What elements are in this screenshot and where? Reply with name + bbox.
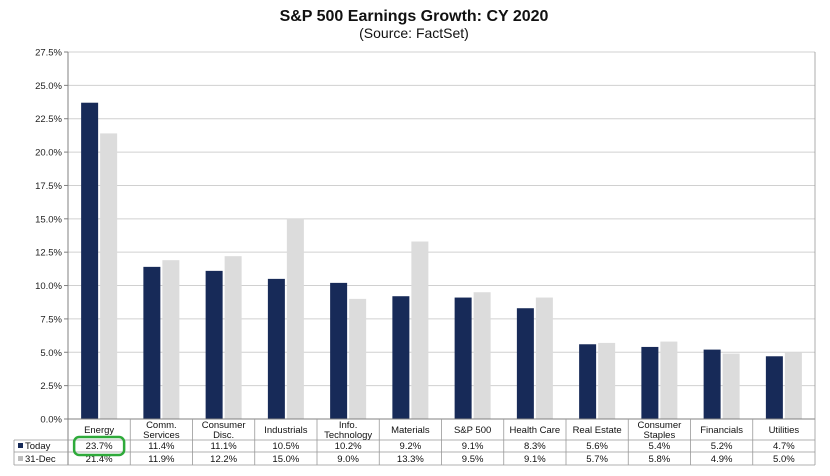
x-tick-label: Industrials xyxy=(264,425,308,436)
x-tick-label: Health Care xyxy=(510,425,561,436)
y-tick-label: 20.0% xyxy=(35,148,62,159)
highlight-box xyxy=(72,435,126,457)
y-tick-label: 7.5% xyxy=(40,314,62,325)
legend-entry: Today xyxy=(25,441,51,452)
data-label: 5.7% xyxy=(586,454,608,465)
bar-dec31 xyxy=(162,260,180,419)
chart-subtitle: (Source: FactSet) xyxy=(359,25,469,41)
bar-today xyxy=(579,344,597,419)
bar-today xyxy=(205,270,223,419)
x-tick-label: Real Estate xyxy=(573,425,622,436)
y-tick-label: 15.0% xyxy=(35,214,62,225)
data-label: 9.2% xyxy=(400,441,422,452)
x-tick-label: Energy xyxy=(84,425,114,436)
bar-dec31 xyxy=(722,353,740,419)
x-tick-label: S&P 500 xyxy=(454,425,491,436)
y-tick-label: 10.0% xyxy=(35,281,62,292)
data-label: 4.7% xyxy=(773,441,795,452)
bar-today xyxy=(454,297,472,419)
data-label: 10.2% xyxy=(335,441,362,452)
data-label: 5.0% xyxy=(773,454,795,465)
bar-dec31 xyxy=(100,133,118,419)
y-tick-label: 27.5% xyxy=(35,48,62,59)
data-label: 12.2% xyxy=(210,454,237,465)
bar-today xyxy=(516,308,534,419)
bar-dec31 xyxy=(784,352,802,419)
data-label: 5.6% xyxy=(586,441,608,452)
y-tick-label: 22.5% xyxy=(35,114,62,125)
data-label: 5.4% xyxy=(649,441,671,452)
bar-dec31 xyxy=(473,292,491,419)
bar-today xyxy=(330,282,348,419)
bar-today xyxy=(641,346,659,419)
data-label: 5.8% xyxy=(649,454,671,465)
data-label: 13.3% xyxy=(397,454,424,465)
x-tick-label: Materials xyxy=(391,425,430,436)
y-tick-label: 0.0% xyxy=(40,415,62,426)
x-tick-label: Utilities xyxy=(769,425,800,436)
bar-today xyxy=(143,266,161,419)
data-label: 5.2% xyxy=(711,441,733,452)
x-tick-label: Financials xyxy=(700,425,743,436)
data-label: 9.1% xyxy=(524,454,546,465)
data-label: 15.0% xyxy=(272,454,299,465)
x-tick-label: Consumer Staples xyxy=(637,420,681,441)
data-label: 9.1% xyxy=(462,441,484,452)
bar-today xyxy=(267,278,285,419)
x-tick-label: Info. Technology xyxy=(324,420,372,441)
data-label: 4.9% xyxy=(711,454,733,465)
bar-today xyxy=(765,356,783,419)
y-tick-label: 12.5% xyxy=(35,248,62,259)
data-label: 9.0% xyxy=(337,454,359,465)
data-label: 10.5% xyxy=(272,441,299,452)
data-label: 21.4% xyxy=(86,454,113,465)
legend-entry: 31-Dec xyxy=(25,454,56,465)
data-label: 8.3% xyxy=(524,441,546,452)
y-tick-label: 2.5% xyxy=(40,381,62,392)
data-label: 23.7% xyxy=(86,441,113,452)
data-label: 9.5% xyxy=(462,454,484,465)
x-tick-label: Consumer Disc. xyxy=(202,420,246,441)
bar-dec31 xyxy=(286,218,304,419)
bar-dec31 xyxy=(349,298,367,419)
y-tick-label: 25.0% xyxy=(35,81,62,92)
data-label: 11.9% xyxy=(148,454,175,465)
bar-dec31 xyxy=(598,342,616,419)
y-tick-label: 5.0% xyxy=(40,348,62,359)
bar-today xyxy=(703,349,721,419)
chart-title: S&P 500 Earnings Growth: CY 2020 xyxy=(280,8,549,25)
bar-dec31 xyxy=(535,297,553,419)
bar-dec31 xyxy=(224,256,242,419)
bar-today xyxy=(81,102,99,419)
bar-today xyxy=(392,296,410,419)
data-label: 11.1% xyxy=(211,441,238,452)
data-label: 11.4% xyxy=(148,441,175,452)
y-tick-label: 17.5% xyxy=(35,181,62,192)
legend-key xyxy=(18,443,23,448)
x-tick-label: Comm. Services xyxy=(143,420,180,441)
bar-dec31 xyxy=(660,341,678,419)
legend-key xyxy=(18,456,23,461)
bar-dec31 xyxy=(411,241,429,419)
